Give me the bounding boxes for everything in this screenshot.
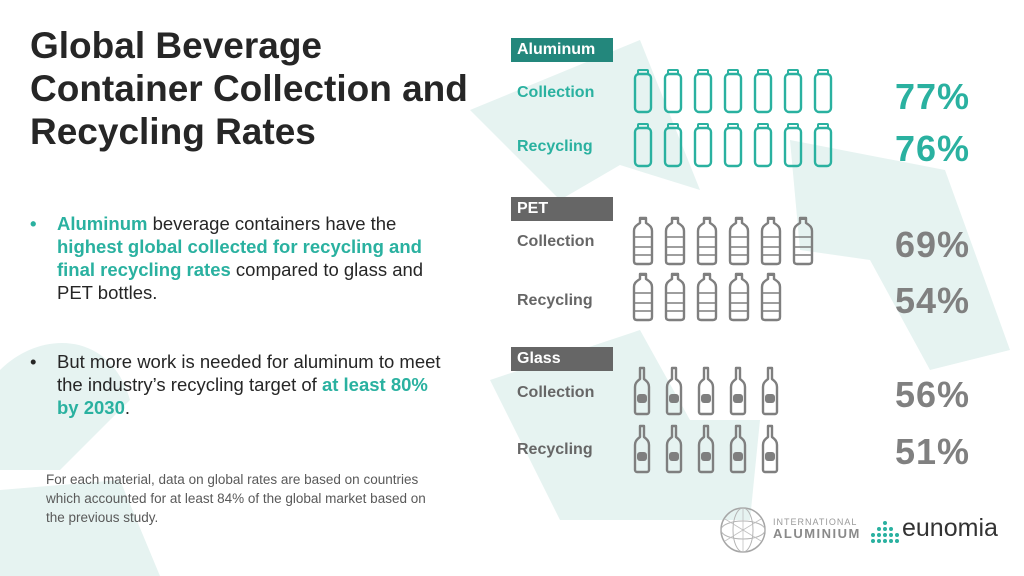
bullet-item: • Aluminum beverage containers have the … bbox=[30, 212, 450, 304]
international-aluminium-logo: INTERNATIONAL ALUMINIUM bbox=[718, 503, 868, 553]
percent-pet-collection: 69% bbox=[895, 224, 971, 265]
logo-ia-big-text: ALUMINIUM bbox=[773, 526, 861, 541]
plastic-bottle-icon bbox=[664, 216, 686, 266]
can-icon bbox=[753, 69, 773, 114]
icon-row-aluminum-recycling bbox=[633, 123, 833, 168]
icon-row-glass-recycling bbox=[633, 424, 779, 474]
bullet-dot: • bbox=[30, 351, 37, 372]
can-icon bbox=[693, 69, 713, 114]
bullet-text-segment: . bbox=[124, 397, 131, 418]
can-icon bbox=[663, 69, 683, 114]
percent-glass-recycling: 51% bbox=[895, 431, 971, 472]
can-icon bbox=[813, 69, 833, 114]
globe-icon bbox=[720, 507, 766, 553]
plastic-bottle-icon bbox=[696, 272, 718, 322]
percent-glass-collection: 56% bbox=[895, 374, 971, 415]
glass-bottle-icon bbox=[633, 366, 651, 416]
icon-row-aluminum-collection bbox=[633, 69, 833, 114]
glass-bottle-icon bbox=[697, 366, 715, 416]
material-badge-glass: Glass bbox=[511, 347, 613, 371]
bullet-dot: • bbox=[30, 213, 37, 234]
bullet-text-segment: at least 80% by 2030 bbox=[57, 374, 428, 418]
row-label-glass-recycling: Recycling bbox=[517, 441, 593, 458]
bullet-text-segment: beverage containers have the bbox=[147, 213, 397, 234]
glass-bottle-icon bbox=[761, 424, 779, 474]
eunomia-dots-icon bbox=[871, 521, 899, 543]
can-icon bbox=[813, 123, 833, 168]
plastic-bottle-icon bbox=[792, 216, 814, 266]
row-label-glass-collection: Collection bbox=[517, 384, 595, 401]
glass-bottle-icon bbox=[761, 366, 779, 416]
row-label-aluminum-recycling: Recycling bbox=[517, 138, 593, 155]
can-icon bbox=[783, 69, 803, 114]
plastic-bottle-icon bbox=[728, 216, 750, 266]
plastic-bottle-icon bbox=[632, 272, 654, 322]
can-icon bbox=[693, 123, 713, 168]
material-badge-aluminum: Aluminum bbox=[511, 38, 613, 62]
page-title: Global Beverage Container Collection and… bbox=[30, 25, 468, 152]
material-badge-pet: PET bbox=[511, 197, 613, 221]
glass-bottle-icon bbox=[729, 424, 747, 474]
row-label-pet-recycling: Recycling bbox=[517, 292, 593, 309]
logo-ia-small-text: INTERNATIONAL bbox=[773, 517, 858, 527]
can-icon bbox=[723, 123, 743, 168]
percent-pet-recycling: 54% bbox=[895, 280, 971, 321]
plastic-bottle-icon bbox=[696, 216, 718, 266]
glass-bottle-icon bbox=[697, 424, 715, 474]
glass-bottle-icon bbox=[729, 366, 747, 416]
icon-row-pet-recycling bbox=[632, 272, 782, 322]
can-icon bbox=[723, 69, 743, 114]
can-icon bbox=[633, 69, 653, 114]
percent-aluminum-collection: 77% bbox=[895, 76, 971, 117]
row-label-aluminum-collection: Collection bbox=[517, 84, 595, 101]
percent-aluminum-recycling: 76% bbox=[895, 128, 971, 169]
icon-row-pet-collection bbox=[632, 216, 814, 266]
plastic-bottle-icon bbox=[728, 272, 750, 322]
footnote: For each material, data on global rates … bbox=[46, 472, 426, 525]
bullet-list: • Aluminum beverage containers have the … bbox=[30, 212, 450, 465]
plastic-bottle-icon bbox=[760, 216, 782, 266]
glass-bottle-icon bbox=[665, 424, 683, 474]
bullet-text-segment: But more work is needed for aluminum to … bbox=[57, 351, 441, 395]
glass-bottle-icon bbox=[665, 366, 683, 416]
plastic-bottle-icon bbox=[664, 272, 686, 322]
eunomia-logo-text: eunomia bbox=[902, 514, 998, 542]
icon-row-glass-collection bbox=[633, 366, 779, 416]
bullet-text-segment: compared to glass and PET bottles. bbox=[57, 259, 424, 303]
bullet-item: • But more work is needed for aluminum t… bbox=[30, 350, 450, 419]
bullet-text-segment: highest global collected for recycling a… bbox=[57, 236, 422, 280]
can-icon bbox=[663, 123, 683, 168]
glass-bottle-icon bbox=[633, 424, 651, 474]
row-label-pet-collection: Collection bbox=[517, 233, 595, 250]
can-icon bbox=[783, 123, 803, 168]
plastic-bottle-icon bbox=[632, 216, 654, 266]
can-icon bbox=[753, 123, 773, 168]
bullet-text-segment: Aluminum bbox=[57, 213, 148, 234]
plastic-bottle-icon bbox=[760, 272, 782, 322]
can-icon bbox=[633, 123, 653, 168]
